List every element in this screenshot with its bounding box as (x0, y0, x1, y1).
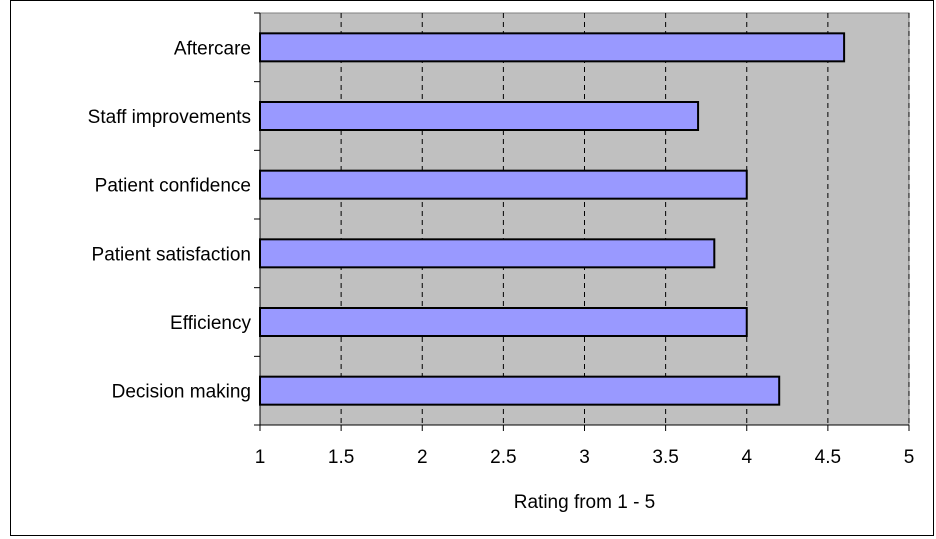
bar (259, 101, 700, 131)
x-tick-label: 4 (741, 447, 752, 468)
category-label: Aftercare (174, 38, 251, 59)
x-axis: 1 1.5 2 2.5 3 3.5 4 4.5 5 (255, 424, 915, 468)
gridlines (340, 13, 910, 425)
x-tick-label: 1.5 (328, 447, 354, 468)
bar (259, 238, 716, 269)
x-axis-label: Rating from 1 - 5 (514, 492, 656, 513)
category-label: Decision making (112, 382, 251, 403)
bars (259, 32, 846, 406)
bar (259, 32, 846, 63)
bar (259, 169, 748, 200)
category-label: Patient satisfaction (92, 244, 251, 265)
x-tick-label: 1 (255, 447, 266, 468)
category-label: Staff improvements (88, 107, 251, 128)
x-tick-label: 2 (417, 447, 428, 468)
chart-frame: Aftercare Staff improvements Patient confi… (10, 0, 934, 536)
y-axis: Aftercare Staff improvements Patient confi… (88, 12, 261, 426)
plot-area (259, 12, 910, 426)
x-tick-label: 3.5 (652, 447, 678, 468)
bar (259, 375, 781, 406)
category-label: Efficiency (170, 313, 251, 334)
bar (259, 307, 748, 337)
x-tick-label: 4.5 (815, 447, 841, 468)
x-tick-label: 2.5 (490, 447, 516, 468)
x-tick-label: 3 (579, 447, 590, 468)
category-label: Patient confidence (95, 176, 251, 197)
x-tick-label: 5 (904, 447, 915, 468)
bar-chart: Aftercare Staff improvements Patient confi… (88, 12, 915, 513)
